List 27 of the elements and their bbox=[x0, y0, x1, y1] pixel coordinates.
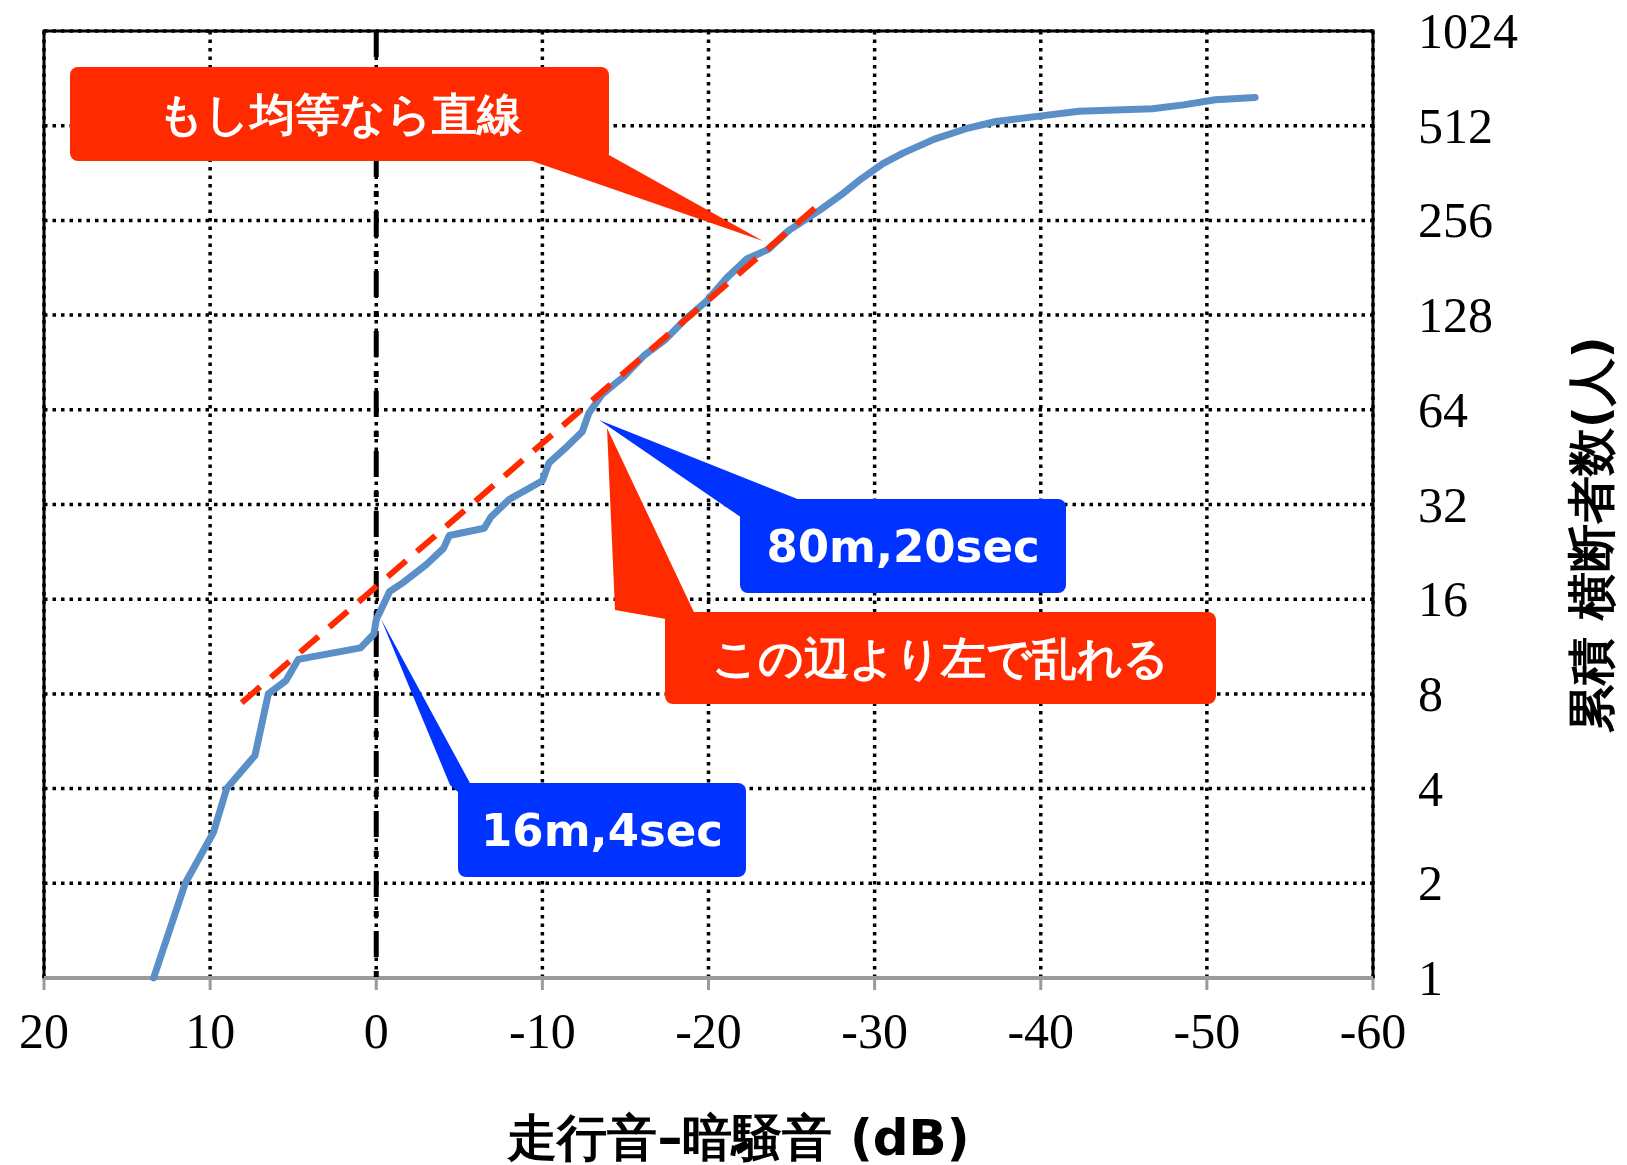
y-tick-label: 32 bbox=[1418, 476, 1468, 533]
y-tick-label: 512 bbox=[1418, 97, 1493, 154]
y-tick-label: 8 bbox=[1418, 665, 1443, 722]
annotation: 16m,4sec bbox=[481, 804, 723, 857]
x-tick-label: 0 bbox=[363, 1003, 389, 1059]
x-tick-label: -50 bbox=[1173, 1003, 1241, 1059]
y-tick-label: 1 bbox=[1418, 950, 1443, 1006]
y-tick-label: 128 bbox=[1418, 287, 1493, 344]
y-tick-label: 2 bbox=[1418, 855, 1443, 912]
x-tick-label: -40 bbox=[1007, 1003, 1075, 1059]
y-tick-label: 4 bbox=[1418, 760, 1443, 817]
annotation: この辺より左で乱れる bbox=[712, 632, 1169, 685]
x-axis-title: 走行音–暗騒音 (dB) bbox=[506, 1109, 970, 1165]
x-tick-label: -20 bbox=[675, 1003, 742, 1059]
y-axis-title: 累積 横断者数(人) bbox=[1563, 336, 1619, 733]
y-tick-label: 16 bbox=[1418, 571, 1468, 628]
annotation: 80m,20sec bbox=[766, 520, 1040, 573]
x-tick-label: -10 bbox=[509, 1003, 576, 1059]
y-tick-label: 256 bbox=[1418, 192, 1493, 249]
y-tick-label: 1024 bbox=[1418, 3, 1518, 59]
x-tick-label: -60 bbox=[1339, 1003, 1407, 1059]
y-tick-label: 64 bbox=[1418, 381, 1468, 438]
x-tick-label: 20 bbox=[19, 1003, 69, 1059]
x-tick-label: 10 bbox=[185, 1003, 236, 1059]
x-tick-label: -30 bbox=[841, 1003, 908, 1059]
annotation: もし均等なら直線 bbox=[157, 88, 523, 141]
callout: もし均等なら直線 bbox=[70, 67, 763, 241]
